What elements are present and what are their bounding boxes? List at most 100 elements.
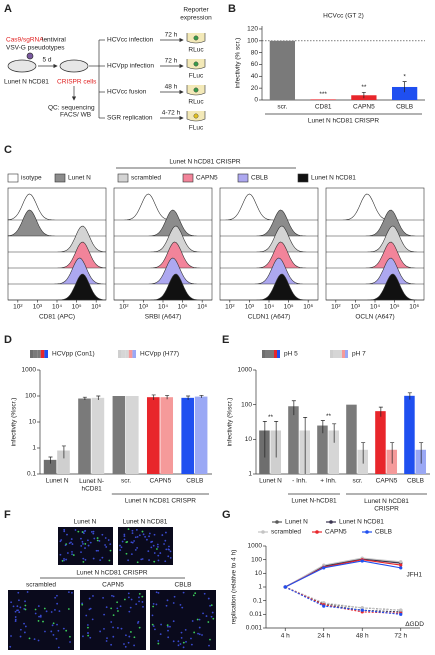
bar: [404, 395, 415, 474]
nucleus: [107, 539, 110, 541]
nucleus: [105, 546, 108, 548]
error-bar: [165, 395, 170, 400]
legend-label: Lunet N hCD81: [311, 175, 356, 182]
nucleus: [136, 622, 139, 624]
nucleus: [106, 637, 108, 640]
cell-icon: [193, 61, 199, 67]
nucleus: [89, 541, 92, 544]
point: [399, 612, 403, 616]
histogram: [220, 273, 318, 301]
text-line: Lunet N hCD81: [364, 498, 409, 505]
nucleus: [105, 606, 108, 609]
nucleus: [173, 595, 176, 598]
nucleus: [182, 646, 185, 649]
image-label: Lunet N hCD81: [123, 519, 168, 526]
duration-label: 5 d: [42, 57, 51, 64]
x-tick-label: CBLB: [407, 478, 424, 485]
x-tick-label: 10³: [33, 304, 43, 311]
histogram: [7, 193, 106, 221]
histogram: [220, 241, 318, 269]
nucleus: [97, 549, 100, 552]
nucleus: [141, 601, 144, 603]
histogram: [326, 225, 424, 253]
panel-label: E: [222, 334, 229, 346]
nucleus: [110, 607, 113, 610]
legend-swatch: [262, 350, 265, 358]
nucleus: [151, 540, 154, 543]
crispr-label: CRISPR cells: [57, 79, 97, 86]
nucleus: [90, 531, 93, 533]
panel-label: A: [4, 3, 12, 15]
nucleus: [87, 626, 89, 629]
group-label: Lunet N hCD81 CRISPR: [364, 498, 409, 512]
legend-swatch: [7, 173, 19, 183]
x-tick-label: 10⁴: [52, 304, 62, 311]
nucleus: [14, 620, 17, 622]
nucleus: [98, 540, 101, 542]
nucleus: [164, 560, 167, 563]
error-bar: [320, 420, 325, 434]
nucleus: [198, 626, 201, 629]
nucleus: [150, 546, 153, 549]
nucleus: [190, 637, 192, 640]
nucleus: [190, 643, 193, 646]
dish: [7, 59, 37, 73]
nucleus: [126, 540, 129, 543]
nucleus: [82, 560, 85, 563]
bar: [415, 449, 427, 474]
x-tick-label: 10³: [245, 304, 255, 311]
nucleus: [131, 541, 134, 544]
nucleus: [167, 625, 169, 628]
nucleus: [138, 626, 141, 629]
nucleus: [124, 645, 127, 648]
bar: [269, 40, 296, 100]
x-tick-label: 4 h: [281, 633, 290, 640]
nucleus: [85, 614, 88, 617]
bar: [346, 404, 357, 474]
x-tick-label: 10²: [331, 304, 341, 311]
group-header: Lunet N hCD81 CRISPR: [76, 570, 147, 577]
error-bar: [151, 394, 156, 401]
nucleus: [54, 609, 56, 611]
nucleus: [180, 631, 183, 634]
y-tick-label: 1000: [238, 367, 253, 374]
nucleus: [152, 544, 155, 547]
nucleus: [135, 603, 138, 606]
legend-swatch: [330, 350, 333, 358]
line-label: ΔGDD: [405, 621, 424, 628]
x-tick-label: 10²: [13, 304, 23, 311]
nucleus: [134, 536, 137, 539]
nucleus: [67, 591, 70, 594]
legend-swatch: [336, 350, 339, 358]
x-tick-label: CD81: [315, 104, 332, 111]
nucleus: [131, 529, 134, 532]
legend-label: CAPN5: [325, 529, 347, 536]
x-tick-label: 10⁴: [370, 304, 380, 311]
nucleus: [71, 591, 73, 594]
nucleus: [197, 632, 199, 635]
nucleus: [160, 623, 162, 626]
y-tick-label: 80: [251, 49, 259, 56]
nucleus: [120, 546, 123, 549]
error-bar: [82, 396, 87, 401]
assay-name: SGR replication: [107, 115, 153, 122]
vector-label: VSV-G pseudotypes: [6, 45, 65, 52]
y-tick-label: 0.01: [249, 611, 262, 618]
bar: [310, 99, 336, 100]
y-tick-label: 10: [245, 436, 253, 443]
assay-time: 48 h: [165, 84, 178, 91]
x-tick-label: CAPN5: [376, 478, 398, 485]
nucleus: [119, 549, 122, 551]
nucleus: [14, 616, 17, 618]
histogram: [326, 241, 424, 269]
nucleus: [202, 612, 204, 615]
x-tick-label: 10⁵: [72, 304, 82, 311]
x-tick-label: 10⁶: [91, 304, 101, 311]
histogram: [7, 209, 106, 237]
legend-swatch: [265, 350, 268, 358]
nucleus: [34, 608, 37, 611]
point: [399, 560, 403, 564]
image-label: Lunet N: [74, 519, 97, 526]
x-tick-label: Lunet N: [259, 478, 282, 485]
nucleus: [127, 641, 130, 644]
